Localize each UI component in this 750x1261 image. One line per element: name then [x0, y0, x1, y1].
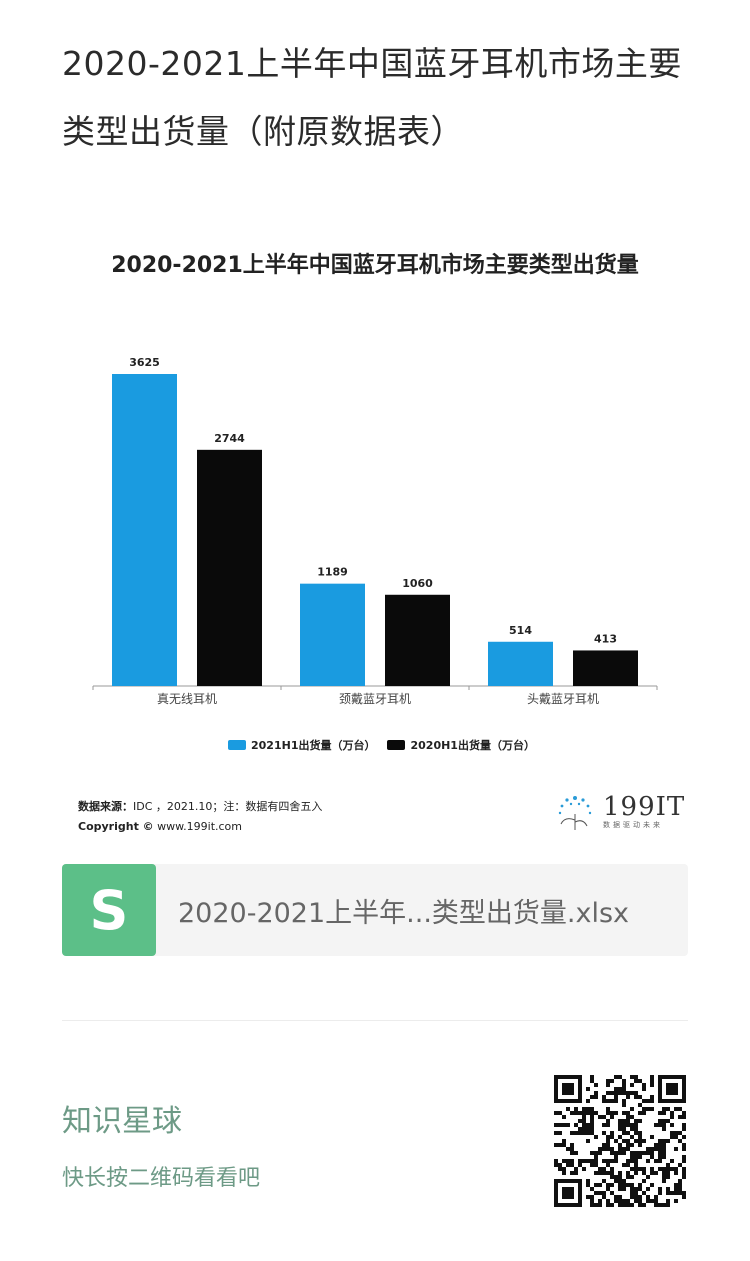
file-attachment-card[interactable]: S 2020-2021上半年...类型出货量.xlsx	[62, 864, 688, 956]
bar-value-label: 1189	[317, 566, 348, 579]
file-name: 2020-2021上半年...类型出货量.xlsx	[178, 897, 630, 929]
post-title: 2020-2021上半年中国蓝牙耳机市场主要类型出货量（附原数据表）	[62, 44, 682, 151]
footer-title: 知识星球	[62, 1104, 182, 1139]
legend-swatch-2021	[228, 740, 246, 750]
spreadsheet-file-icon: S	[62, 864, 156, 956]
bar	[300, 583, 365, 686]
bar-value-label: 2744	[214, 432, 245, 445]
chart-source: 数据来源：IDC ，2021.10；注：数据有四舍五入 Copyright © …	[78, 797, 322, 837]
brand-logo: 199IT 数据驱动未来	[553, 790, 685, 834]
chart-image: 2020-2021上半年中国蓝牙耳机市场主要类型出货量 3625 2744 真无线耳…	[0, 235, 750, 845]
qr-code-icon[interactable]	[554, 1075, 686, 1207]
copyright-text: www.199it.com	[157, 820, 243, 833]
legend-label-2021: 2021H1出货量（万台）	[251, 739, 376, 752]
bar-value-label: 3625	[129, 356, 160, 369]
x-tick-label: 颈戴蓝牙耳机	[339, 691, 411, 706]
source-label: 数据来源：	[78, 800, 133, 813]
footer-subtitle: 快长按二维码看看吧	[62, 1166, 261, 1191]
bar	[112, 374, 177, 686]
bar-chart: 3625 2744 真无线耳机 1189 1060 颈戴蓝牙耳机 514 413 头戴蓝牙耳机	[92, 356, 658, 706]
legend-item-2021: 2021H1出货量（万台）	[228, 737, 375, 753]
bar	[385, 594, 450, 686]
x-tick-label: 头戴蓝牙耳机	[527, 691, 599, 706]
divider	[62, 1020, 688, 1021]
logo-text: 199IT	[603, 792, 686, 822]
bar	[573, 650, 638, 686]
bar-value-label: 1060	[402, 577, 433, 590]
source-text: IDC ，2021.10；注：数据有四舍五入	[133, 800, 323, 813]
bar	[197, 449, 262, 686]
chart-legend: 2021H1出货量（万台） 2020H1出货量（万台）	[228, 737, 535, 753]
chart-title: 2020-2021上半年中国蓝牙耳机市场主要类型出货量	[111, 253, 639, 278]
legend-label-2020: 2020H1出货量（万台）	[410, 739, 535, 752]
bar-value-label: 514	[509, 624, 532, 637]
x-tick-label: 真无线耳机	[157, 692, 217, 706]
bar-value-label: 413	[594, 632, 617, 645]
legend-item-2020: 2020H1出货量（万台）	[387, 737, 535, 753]
legend-swatch-2020	[387, 740, 406, 750]
copyright-label: Copyright ©	[78, 820, 154, 833]
bar	[488, 641, 553, 686]
logo-slogan: 数据驱动未来	[603, 821, 663, 829]
dandelion-logo-icon	[558, 796, 592, 830]
